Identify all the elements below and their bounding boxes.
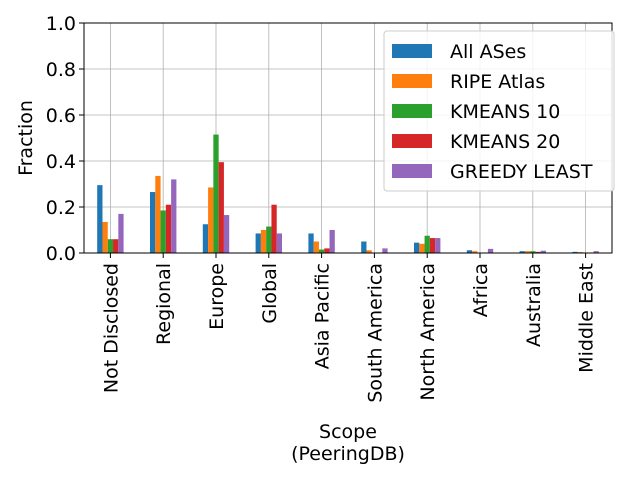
bar <box>213 134 219 253</box>
bar <box>535 251 541 253</box>
x-tick-label: Australia <box>523 263 545 347</box>
x-tick-label: Asia Pacific <box>312 263 334 369</box>
bar <box>218 162 224 253</box>
bar <box>160 210 166 253</box>
y-tick-label: 0.0 <box>46 243 76 265</box>
legend-label: KMEANS 20 <box>450 131 560 153</box>
x-axis-label: Scope (PeeringDB) <box>291 421 405 465</box>
x-tick-label: Middle East <box>576 263 598 373</box>
x-tick-label: Global <box>259 263 281 324</box>
legend-label: RIPE Atlas <box>450 71 545 93</box>
legend-label: KMEANS 10 <box>450 101 560 123</box>
bar <box>466 250 473 253</box>
y-tick-label: 0.4 <box>46 151 76 173</box>
x-tick-label: Europe <box>206 263 228 330</box>
bar <box>155 175 161 253</box>
bar <box>107 239 114 253</box>
legend-swatch <box>392 74 432 88</box>
bar <box>150 192 156 253</box>
bar <box>414 242 420 253</box>
bar <box>419 243 425 253</box>
x-tick-label: North America <box>417 263 439 401</box>
bar <box>572 251 578 253</box>
x-tick-label: South America <box>364 263 386 403</box>
bar <box>519 251 525 253</box>
bar <box>472 251 478 253</box>
legend: All ASes RIPE Atlas KMEANS 10 KMEANS 20 GREE… <box>383 30 615 192</box>
legend-swatch <box>392 134 432 148</box>
bar <box>202 224 209 253</box>
bar <box>208 187 214 253</box>
bar <box>366 250 372 253</box>
bar <box>165 204 172 253</box>
bar <box>487 248 494 253</box>
bar <box>113 239 119 253</box>
legend-swatch <box>392 164 432 178</box>
bar <box>524 251 531 253</box>
bar <box>593 251 599 253</box>
y-axis-label: Fraction <box>15 100 37 176</box>
y-tick-label: 1.0 <box>46 13 76 35</box>
legend-swatch <box>392 44 432 58</box>
bar <box>324 248 330 253</box>
legend-label: All ASes <box>450 41 526 63</box>
bar <box>102 221 108 253</box>
bar <box>223 215 230 253</box>
bar <box>313 241 319 253</box>
bar <box>329 230 335 253</box>
x-tick-label: Regional <box>153 263 175 345</box>
bar <box>382 248 388 253</box>
bar <box>171 179 177 253</box>
y-tick-label: 0.6 <box>46 105 76 127</box>
x-ticks: Not Disclosed Regional Europe Global Asia Pa… <box>100 253 598 403</box>
bars-layer <box>97 134 599 253</box>
bar <box>260 230 267 253</box>
bar <box>276 233 282 253</box>
x-tick-label: Not Disclosed <box>100 263 122 393</box>
bar <box>424 235 430 253</box>
bar <box>271 204 277 253</box>
bar <box>118 213 124 253</box>
bar <box>255 233 261 253</box>
bar <box>435 238 441 253</box>
bar <box>318 249 325 253</box>
bar <box>97 185 103 253</box>
bar <box>540 250 546 253</box>
bar <box>429 238 436 253</box>
bar <box>530 251 536 253</box>
y-tick-label: 0.2 <box>46 197 76 219</box>
y-ticks: 0.0 0.2 0.4 0.6 0.8 1.0 <box>46 13 84 265</box>
bar <box>361 241 367 253</box>
legend-box <box>383 30 615 192</box>
legend-swatch <box>392 104 432 118</box>
x-tick-label: Africa <box>470 263 492 317</box>
bar <box>266 226 272 253</box>
y-tick-label: 0.8 <box>46 59 76 81</box>
bar <box>308 233 314 253</box>
legend-label: GREEDY LEAST <box>450 161 593 183</box>
